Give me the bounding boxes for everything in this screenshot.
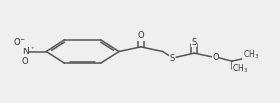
Text: CH$_3$: CH$_3$ bbox=[232, 63, 248, 75]
Text: $^{+}$: $^{+}$ bbox=[30, 46, 36, 51]
Text: O: O bbox=[212, 53, 219, 62]
Text: N: N bbox=[22, 47, 29, 56]
Text: O: O bbox=[137, 31, 144, 40]
Text: S: S bbox=[170, 54, 175, 63]
Text: CH$_3$: CH$_3$ bbox=[242, 49, 259, 61]
Text: O$^{-}$: O$^{-}$ bbox=[13, 36, 26, 47]
Text: S: S bbox=[192, 38, 197, 47]
Text: O: O bbox=[22, 57, 29, 66]
